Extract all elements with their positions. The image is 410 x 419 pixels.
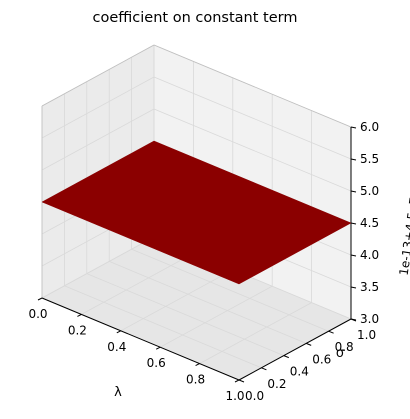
z-axis-offset-text: 1e-13+4.5e7 <box>397 196 410 276</box>
pane-edge <box>153 44 352 128</box>
x-tick-label: 0.8 <box>186 373 205 387</box>
grid-line <box>109 261 307 344</box>
x-tick-label: 0.2 <box>68 323 87 337</box>
z-tick <box>350 286 357 289</box>
y-axis-line <box>238 318 352 381</box>
z-tick-label: 6.0 <box>360 120 379 134</box>
z-tick-label: 3.5 <box>360 280 379 294</box>
chart-title: coefficient on constant term <box>93 10 298 26</box>
x-tick <box>37 297 43 301</box>
z-tick <box>350 126 357 129</box>
grid-line <box>64 285 262 369</box>
z-tick <box>350 222 357 225</box>
y-tick-label: 1.0 <box>357 328 376 342</box>
x-tick-label: 0.6 <box>147 356 166 370</box>
z-tick-label: 4.0 <box>360 248 379 262</box>
y-tick-label: 0.4 <box>290 365 309 379</box>
z-tick <box>350 190 357 193</box>
x-tick <box>116 330 122 334</box>
y-tick-label: 0.0 <box>245 389 264 403</box>
grid-line <box>41 108 155 171</box>
x-tick <box>195 363 200 367</box>
x-tick-label: 1.0 <box>225 389 244 403</box>
x-tick <box>234 379 240 383</box>
grid-line <box>86 273 284 356</box>
grid-line <box>153 108 352 192</box>
x-tick-label: 0.4 <box>107 340 126 354</box>
y-tick <box>283 355 289 359</box>
tick-labels: 0.00.20.40.60.81.0 0.00.20.40.60.81.03.03… <box>28 120 379 403</box>
z-tick-label: 5.5 <box>360 152 379 166</box>
y-tick <box>306 342 312 346</box>
z-tick-label: 3.0 <box>360 312 379 326</box>
y-tick <box>261 367 267 371</box>
z-tick-label: 5.0 <box>360 184 379 198</box>
y-tick-label: 0.2 <box>267 377 286 391</box>
z-tick-label: 4.5 <box>360 216 379 230</box>
pane-edge <box>41 44 155 107</box>
floor-pane <box>42 237 351 380</box>
grid-line <box>131 248 329 332</box>
grid-line <box>41 236 155 299</box>
x-tick <box>155 346 161 350</box>
grid-line <box>120 269 233 332</box>
z-tick <box>350 254 357 257</box>
y-tick-label: 0.8 <box>335 340 354 354</box>
y-tick <box>238 379 245 383</box>
grid-line <box>153 76 352 160</box>
grid-line <box>199 302 312 364</box>
grid-line <box>160 285 273 348</box>
x-axis-line <box>41 297 240 381</box>
x-tick <box>77 313 82 317</box>
grid-line <box>81 253 194 315</box>
y-axis-label: σ <box>336 346 344 361</box>
z-tick <box>350 158 357 161</box>
tick-marks <box>37 126 357 383</box>
y-tick-label: 0.6 <box>312 352 331 366</box>
x-tick-label: 0.0 <box>28 307 47 321</box>
grid-line <box>41 76 155 139</box>
z-tick <box>350 318 357 321</box>
y-tick <box>328 330 334 334</box>
x-axis-label: λ <box>114 385 122 400</box>
